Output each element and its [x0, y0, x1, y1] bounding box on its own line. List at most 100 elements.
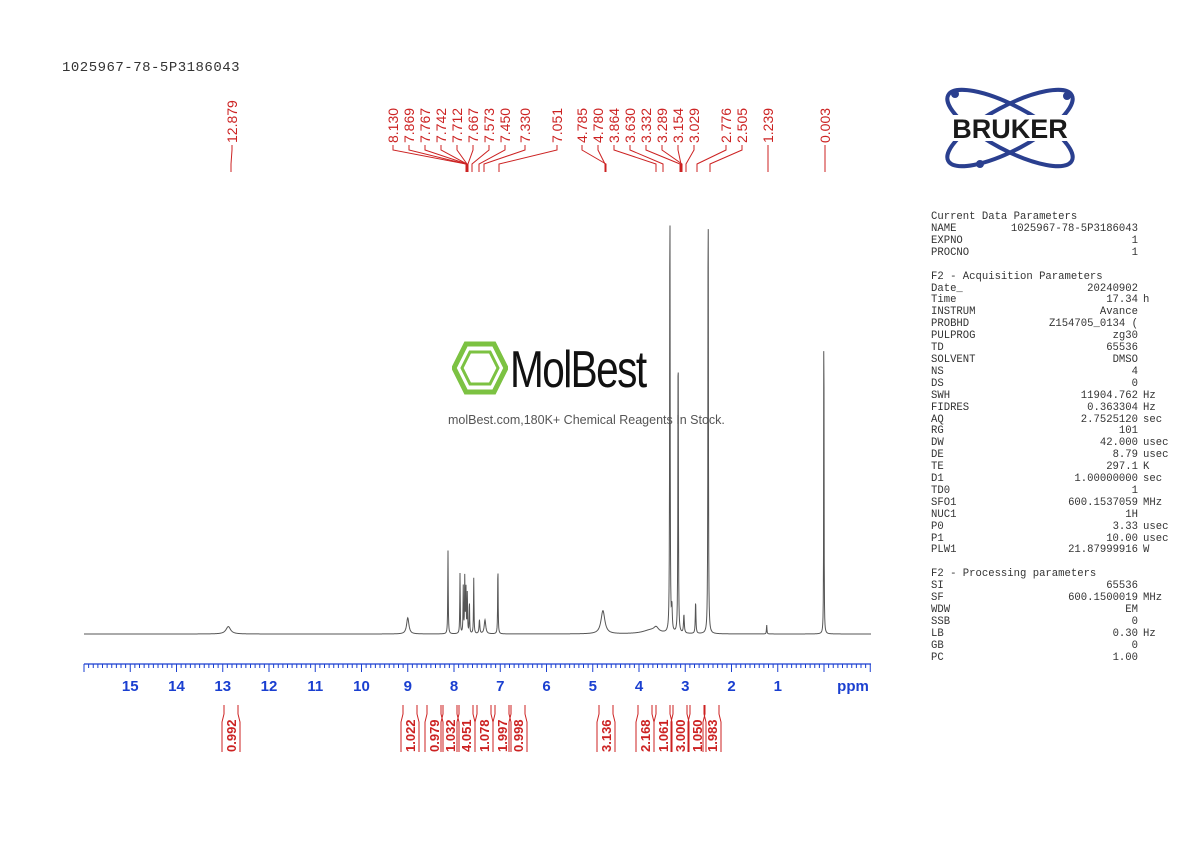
- peak-label-connector: [677, 145, 682, 172]
- parameter-row: AQ 2.7525120 sec: [931, 413, 1168, 427]
- parameter-value: 4: [1131, 365, 1138, 378]
- parameter-name: DE: [931, 449, 944, 462]
- parameter-name: PULPROG: [931, 330, 976, 343]
- x-tick-label: 11: [307, 678, 323, 695]
- parameter-row: TD0 1: [931, 484, 1168, 498]
- integral-bracket: [456, 705, 460, 752]
- peak-label-connector: [613, 145, 657, 172]
- parameter-unit: MHz: [1143, 496, 1163, 509]
- integral-bracket: [718, 705, 722, 752]
- parameter-name: RG: [931, 425, 944, 438]
- spectrum-title: 1025967-78-5P3186043: [62, 60, 241, 76]
- parameter-row: SSB 0: [931, 616, 1168, 629]
- parameter-value: 600.1500019: [1068, 592, 1138, 605]
- parameter-value: 21.87999916: [1068, 544, 1138, 557]
- x-axis-label: ppm: [837, 678, 869, 695]
- integral-value: 3.000: [673, 719, 688, 752]
- parameter-row: RG 101: [931, 426, 1168, 438]
- parameter-name: FIDRES: [931, 401, 970, 414]
- integral-bracket: [221, 705, 225, 752]
- parameter-row: EXPNO 1: [931, 234, 1168, 248]
- parameter-row: SI 65536: [931, 580, 1168, 593]
- parameter-name: EXPNO: [931, 234, 963, 247]
- integral-bracket: [237, 705, 241, 752]
- bruker-logo: BRUKER: [922, 87, 1098, 169]
- x-tick-label: 12: [261, 678, 278, 695]
- peak-label-connector: [696, 145, 727, 172]
- parameter-value: 65536: [1106, 342, 1138, 355]
- parameter-unit: usec: [1143, 520, 1169, 533]
- parameter-unit: sec: [1143, 473, 1163, 486]
- integral-bracket: [596, 705, 600, 752]
- integral-bracket: [416, 705, 420, 752]
- integral-bracket: [635, 705, 639, 752]
- parameter-row: D1 1.00000000 sec: [931, 473, 1168, 486]
- parameter-value: 42.000: [1099, 437, 1138, 450]
- x-tick-label: 13: [214, 678, 231, 695]
- parameter-value: EM: [1125, 604, 1138, 617]
- integral-value: 1.061: [656, 719, 671, 752]
- parameter-name: PROBHD: [931, 318, 970, 331]
- parameter-row: DS 0: [931, 378, 1168, 391]
- parameter-row: DW 42.000 usec: [931, 437, 1169, 450]
- peak-label: 1.239: [760, 108, 776, 143]
- x-tick-label: 9: [404, 678, 412, 695]
- parameter-row: PLW1 21.87999916 W: [931, 545, 1168, 557]
- parameter-name: DW: [931, 437, 944, 450]
- integral-value: 0.998: [511, 719, 526, 752]
- spectrum-line: [84, 225, 871, 635]
- parameter-name: TD0: [931, 484, 951, 497]
- x-tick-label: 3: [681, 678, 689, 695]
- parameter-value: 1025967-78-5P3186043: [1010, 222, 1138, 235]
- peak-label: 7.573: [481, 108, 497, 143]
- parameter-row: SFO1 600.1537059 MHz: [931, 496, 1168, 510]
- integral-value: 0.979: [427, 719, 442, 752]
- parameter-name: Time: [931, 294, 957, 307]
- parameter-row: DE 8.79 usec: [931, 449, 1168, 462]
- peak-label-connector: [581, 145, 607, 172]
- parameter-section-heading: F2 - Acquisition Parameters: [931, 270, 1103, 283]
- peak-label-connector: [597, 145, 606, 172]
- parameter-value: 600.1537059: [1068, 496, 1138, 509]
- parameter-row: SOLVENT DMSO: [931, 353, 1168, 367]
- peak-label-connector: [230, 145, 233, 172]
- parameter-name: NAME: [931, 222, 957, 235]
- parameter-row: TE 297.1 K: [931, 461, 1168, 474]
- parameter-row: NAME 1025967-78-5P3186043: [931, 222, 1168, 236]
- peak-label: 8.130: [385, 108, 401, 143]
- parameter-value: 1.00: [1112, 651, 1138, 664]
- bruker-logo-text: BRUKER: [952, 114, 1068, 144]
- parameter-unit: usec: [1143, 437, 1169, 450]
- peak-label-connector: [629, 145, 664, 172]
- parameter-value: 10.00: [1106, 532, 1138, 545]
- peak-label: 2.776: [718, 108, 734, 143]
- parameter-unit: Hz: [1143, 401, 1156, 414]
- parameter-row: FIDRES 0.363304 Hz: [931, 401, 1168, 415]
- watermark-tagline: molBest.com,180K+ Chemical Reagents In S…: [448, 413, 725, 427]
- peak-label: 12.879: [224, 100, 240, 143]
- x-tick-label: 7: [496, 678, 504, 695]
- integral-bracket: [703, 705, 707, 752]
- integral-value: 4.051: [459, 719, 474, 752]
- parameter-name: LB: [931, 627, 944, 640]
- parameter-name: P1: [931, 532, 944, 545]
- acquisition-parameters: Current Data Parameters NAME 1025967-78-5P…: [931, 211, 1169, 665]
- parameter-value: zg30: [1112, 330, 1138, 343]
- parameter-value: 2.7525120: [1080, 413, 1138, 426]
- parameter-value: 297.1: [1106, 461, 1138, 474]
- parameter-value: 0: [1131, 616, 1138, 628]
- parameter-value: 17.34: [1106, 294, 1138, 307]
- parameter-row: NS 4: [931, 365, 1168, 379]
- peak-label: 3.630: [622, 108, 638, 143]
- parameter-value: DMSO: [1112, 353, 1138, 366]
- parameter-unit: W: [1143, 544, 1150, 557]
- peak-label: 7.330: [517, 108, 533, 143]
- x-tick-label: 4: [635, 678, 644, 695]
- peak-label: 7.767: [417, 108, 433, 143]
- peak-label-connector: [392, 145, 467, 172]
- parameter-unit: usec: [1143, 532, 1169, 545]
- parameter-name: TD: [931, 342, 944, 355]
- integral-bracket: [687, 705, 691, 752]
- parameter-row: LB 0.30 Hz: [931, 627, 1168, 641]
